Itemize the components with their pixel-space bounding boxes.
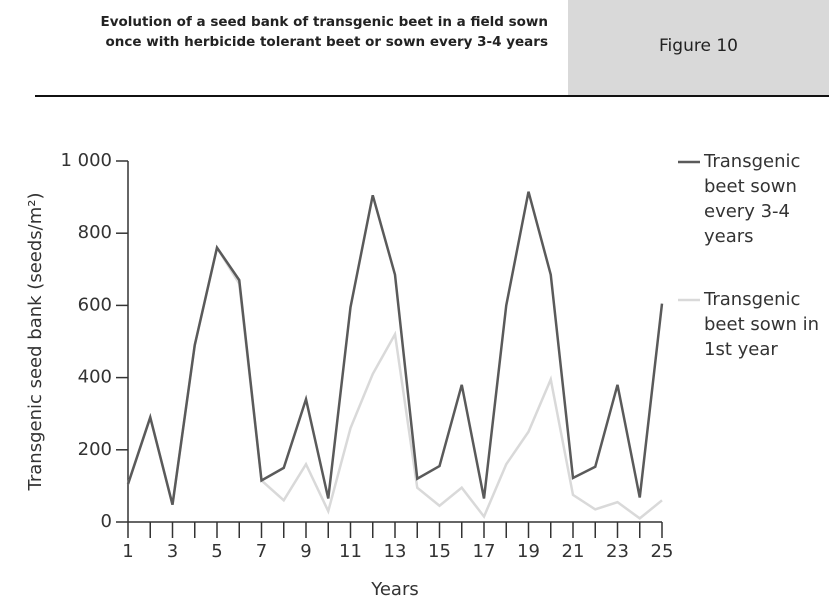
x-tick-label: 23 bbox=[606, 541, 629, 562]
y-tick-label: 400 bbox=[78, 367, 112, 388]
x-tick-label: 3 bbox=[167, 541, 178, 562]
x-tick-label: 11 bbox=[339, 541, 362, 562]
y-tick-label: 600 bbox=[78, 294, 112, 315]
legend-label: Transgenic beet sown every 3-4 years bbox=[704, 151, 801, 247]
x-tick-label: 9 bbox=[300, 541, 311, 562]
header-title: Evolution of a seed bank of transgenic b… bbox=[100, 14, 548, 50]
series-line bbox=[126, 191, 664, 505]
x-tick-label: 1 bbox=[122, 541, 133, 562]
header-rule bbox=[35, 95, 829, 97]
legend-label: Transgenic beet sown in 1st year bbox=[704, 289, 820, 360]
x-tick-label: 19 bbox=[517, 541, 540, 562]
header-box bbox=[568, 0, 829, 95]
x-tick-label: 25 bbox=[651, 541, 674, 562]
y-tick-label: 800 bbox=[78, 222, 112, 243]
y-tick-label: 1 000 bbox=[60, 150, 112, 171]
y-tick-label: 200 bbox=[78, 439, 112, 460]
x-tick-label: 17 bbox=[473, 541, 496, 562]
figure-label: Figure 10 bbox=[659, 36, 738, 56]
x-tick-label: 7 bbox=[256, 541, 267, 562]
y-tick-label: 0 bbox=[101, 511, 112, 532]
x-axis-label: Years bbox=[370, 579, 419, 600]
x-tick-label: 5 bbox=[211, 541, 222, 562]
y-axis-label: Transgenic seed bank (seeds/m²) bbox=[25, 193, 46, 492]
x-tick-label: 13 bbox=[384, 541, 407, 562]
x-tick-label: 15 bbox=[428, 541, 451, 562]
x-tick-label: 21 bbox=[562, 541, 585, 562]
